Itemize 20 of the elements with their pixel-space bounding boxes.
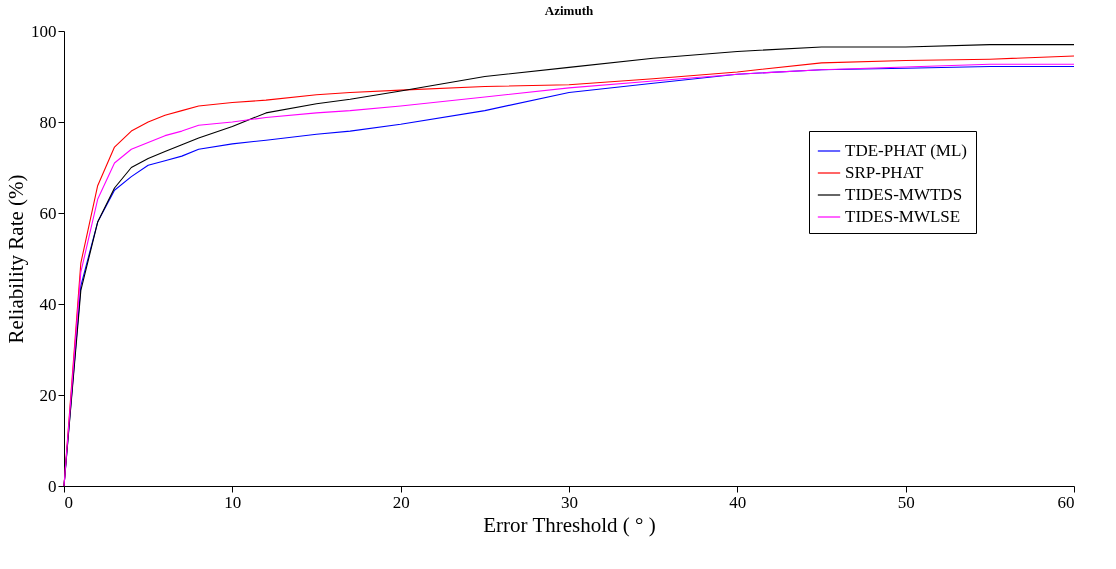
y-tick-label: 80 [39,112,57,132]
x-tick-label: 50 [897,492,915,512]
x-tick-label: 30 [561,492,578,512]
legend-label: TIDES-MWTDS [845,185,963,204]
legend-label: TDE-PHAT (ML) [845,141,967,160]
legend-label: TIDES-MWLSE [845,207,961,226]
y-axis-title: Reliability Rate (%) [4,174,28,344]
x-tick-label: 0 [64,492,73,512]
y-tick-label: 60 [39,203,57,223]
y-tick-label: 100 [31,21,57,41]
y-tick-label: 40 [39,294,57,314]
x-tick-label: 10 [224,492,242,512]
x-tick-label: 40 [729,492,747,512]
x-tick-label: 20 [392,492,410,512]
y-tick-label: 20 [39,385,57,405]
y-tick-label: 0 [48,476,57,496]
x-tick-label: 60 [1057,492,1075,512]
legend-label: SRP-PHAT [845,163,925,182]
x-axis-title: Error Threshold ( ° ) [483,512,656,537]
chart-title: Azimuth [544,3,594,18]
